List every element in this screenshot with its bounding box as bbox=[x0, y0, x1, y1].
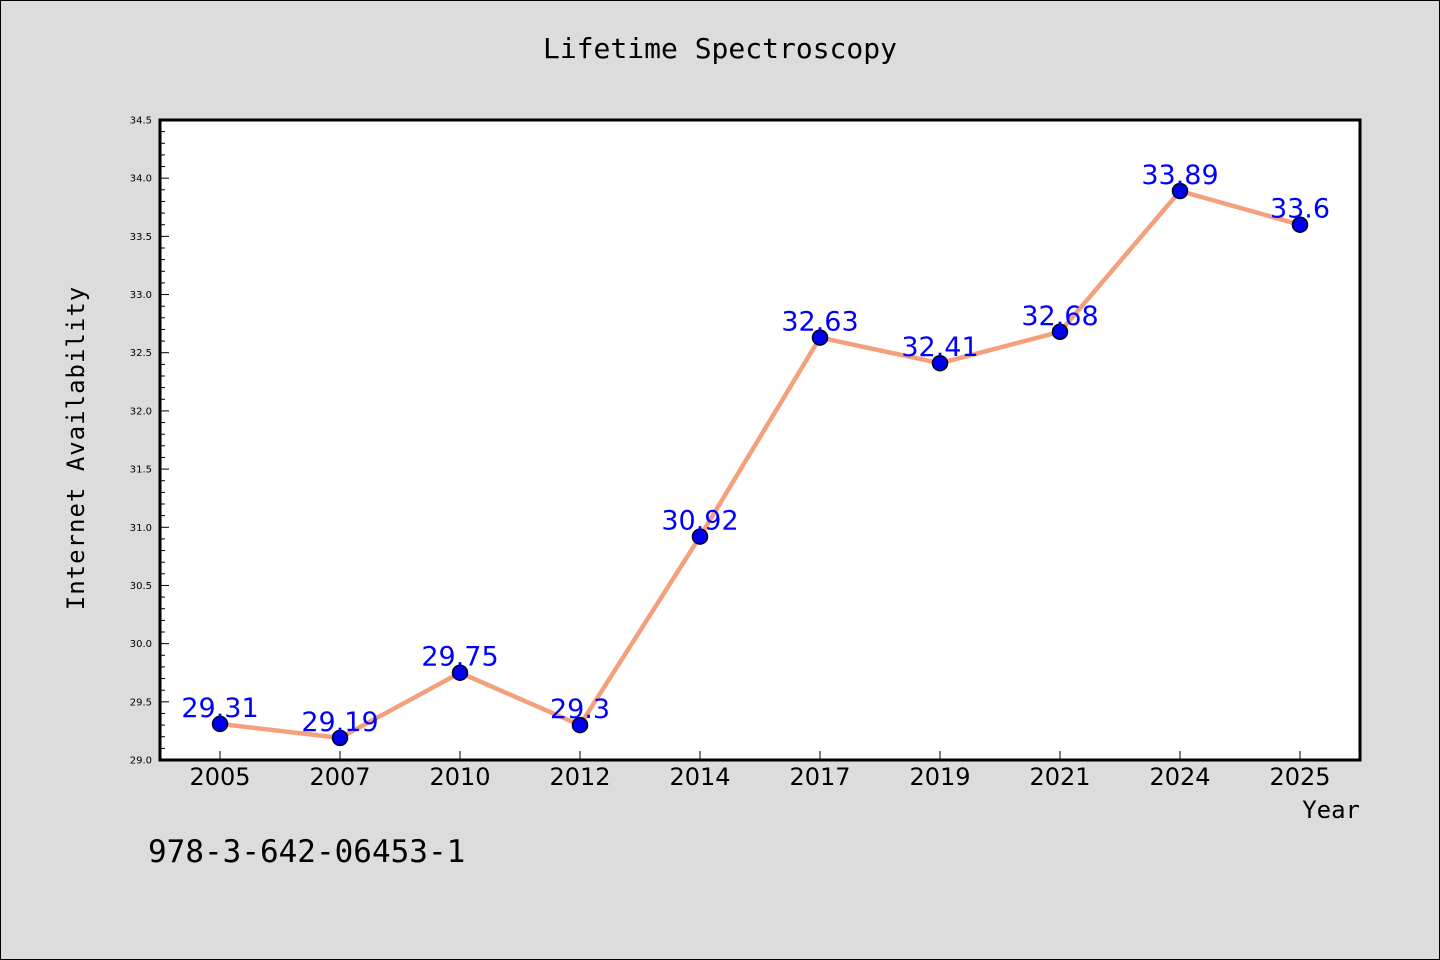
data-label: 29.31 bbox=[181, 693, 258, 724]
data-label: 32.68 bbox=[1021, 301, 1098, 332]
isbn-label: 978-3-642-06453-1 bbox=[148, 834, 466, 870]
y-tick-label: 31.5 bbox=[130, 465, 152, 476]
x-tick-label: 2007 bbox=[309, 763, 370, 791]
data-label: 33.6 bbox=[1270, 194, 1330, 225]
x-tick-label: 2017 bbox=[789, 763, 850, 791]
data-point bbox=[1051, 323, 1069, 341]
data-label: 32.63 bbox=[781, 307, 858, 338]
y-tick-label: 30.0 bbox=[130, 639, 152, 650]
data-point bbox=[1171, 182, 1189, 200]
x-tick-label: 2025 bbox=[1269, 763, 1330, 791]
data-label: 30.92 bbox=[661, 506, 738, 537]
series-line bbox=[217, 188, 1303, 741]
data-point bbox=[331, 729, 349, 747]
x-tick-label: 2014 bbox=[669, 763, 730, 791]
y-tick-label: 33.0 bbox=[130, 290, 152, 301]
x-tick-label: 2005 bbox=[189, 763, 250, 791]
data-point bbox=[931, 354, 949, 372]
x-tick-label: 2019 bbox=[909, 763, 970, 791]
y-tick-label: 34.5 bbox=[130, 116, 152, 127]
data-point bbox=[811, 329, 829, 346]
chart-title: Lifetime Spectroscopy bbox=[542, 32, 897, 65]
data-label: 29.19 bbox=[301, 707, 378, 738]
data-point bbox=[571, 716, 589, 734]
y-tick-label: 33.5 bbox=[130, 232, 152, 243]
y-tick-label: 34.0 bbox=[130, 174, 152, 185]
y-tick-label: 30.5 bbox=[130, 581, 152, 592]
data-label: 29.3 bbox=[550, 694, 610, 725]
y-tick-label: 31.0 bbox=[130, 523, 152, 534]
data-label: 33.89 bbox=[1141, 160, 1218, 191]
data-point bbox=[211, 715, 229, 733]
y-tick-label: 32.0 bbox=[130, 406, 152, 417]
x-axis-label: Year bbox=[1302, 796, 1360, 824]
x-tick-label: 2012 bbox=[549, 763, 610, 791]
y-tick-label: 29.5 bbox=[130, 697, 152, 708]
x-tick-label: 2010 bbox=[429, 763, 490, 791]
y-tick-label: 29.0 bbox=[130, 756, 152, 767]
data-label: 32.41 bbox=[901, 332, 978, 363]
data-point bbox=[451, 664, 469, 681]
plot-border bbox=[158, 118, 1362, 762]
x-tick-label: 2021 bbox=[1029, 763, 1090, 791]
x-tick-label: 2024 bbox=[1149, 763, 1210, 791]
data-point bbox=[691, 528, 709, 545]
data-label: 29.75 bbox=[421, 642, 498, 673]
data-point bbox=[1291, 216, 1309, 233]
y-tick-label: 32.5 bbox=[130, 348, 152, 359]
